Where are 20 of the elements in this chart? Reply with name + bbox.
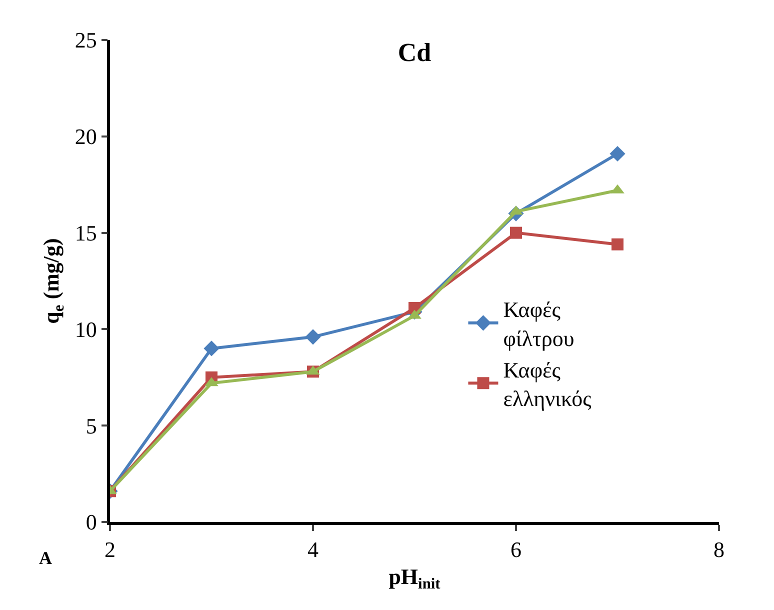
x-tick-label: 8 (714, 537, 724, 562)
legend-label: Καφές φίλτρου (503, 297, 574, 351)
y-tick-label: 15 (74, 220, 97, 246)
point (204, 340, 220, 356)
chart-title: Cd (398, 38, 432, 67)
y-tick-label: 25 (74, 28, 97, 53)
point (612, 238, 624, 250)
point (305, 329, 321, 345)
x-tick-label: 6 (510, 537, 522, 562)
y-tick-label: 20 (74, 124, 97, 150)
x-axis-title: pH$_{init}$ (388, 564, 442, 593)
point (610, 146, 626, 162)
y-tick-label: 0 (86, 510, 97, 535)
text: A (39, 548, 52, 568)
point (510, 226, 522, 239)
legend-label: Καφές ελληνικός (503, 357, 592, 411)
y-tick-label: 10 (74, 316, 97, 342)
x-tick-label: 4 (308, 537, 318, 562)
y-tick-label: 5 (86, 413, 97, 438)
x-tick-label: 2 (104, 537, 116, 562)
